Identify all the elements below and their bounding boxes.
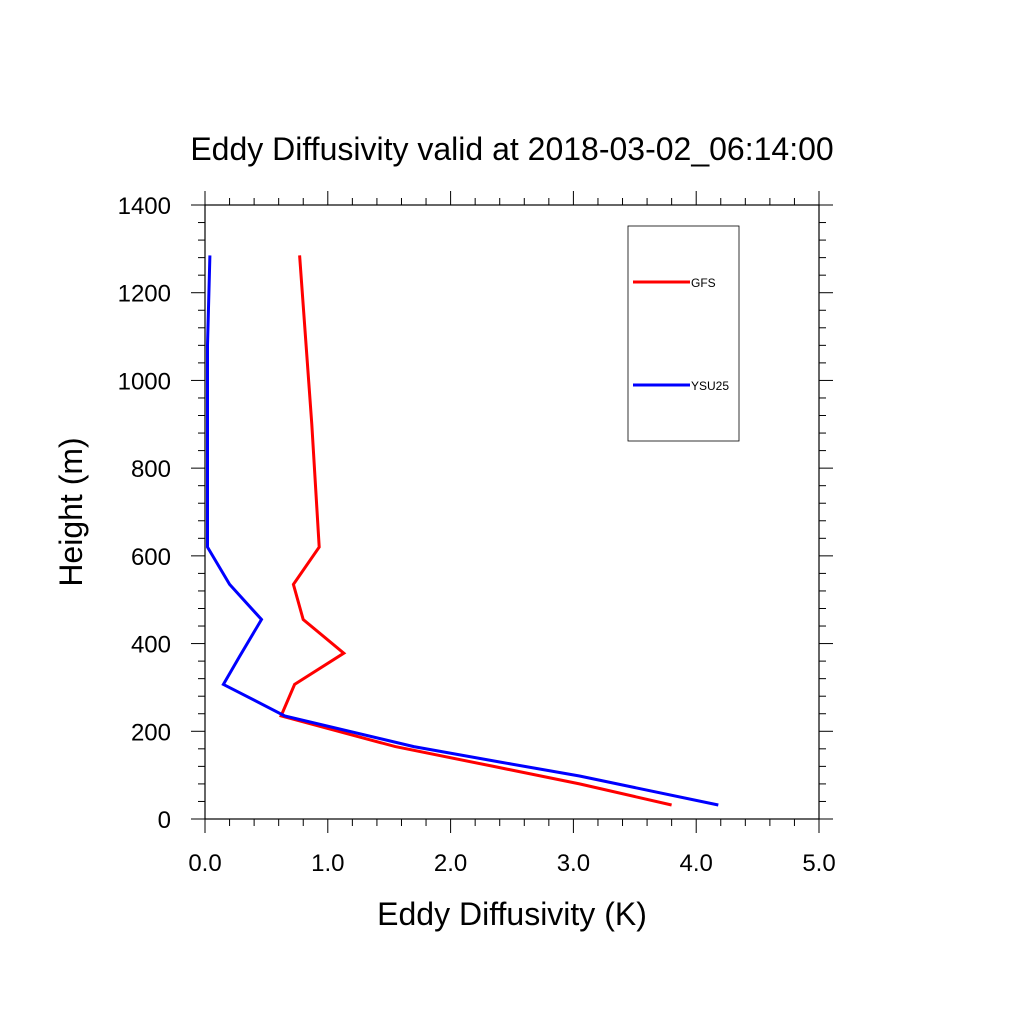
- chart-title: Eddy Diffusivity valid at 2018-03-02_06:…: [190, 131, 833, 167]
- legend-label-ysu25: YSU25: [691, 379, 729, 393]
- y-tick-label: 400: [131, 632, 171, 659]
- legend-items: GFS YSU25: [633, 276, 729, 393]
- legend-box: [627, 225, 740, 442]
- y-tick-label: 1400: [118, 193, 171, 220]
- legend: GFS YSU25: [627, 225, 740, 442]
- x-tick-label: 2.0: [434, 850, 467, 877]
- x-tick-label: 5.0: [802, 850, 835, 877]
- series-line-ysu25: [206, 255, 719, 807]
- x-axis-label: Eddy Diffusivity (K): [377, 896, 647, 932]
- plot-frame-group: [204, 204, 820, 820]
- y-tick-label: 1000: [118, 368, 171, 395]
- x-tick-label: 4.0: [680, 850, 713, 877]
- y-tick-label: 0: [158, 807, 171, 834]
- x-tick-label: 1.0: [311, 850, 344, 877]
- x-tick-label: 3.0: [557, 850, 590, 877]
- y-tick-label: 200: [131, 719, 171, 746]
- ticks-group: [191, 191, 833, 833]
- y-tick-label: 1200: [118, 281, 171, 308]
- plot-frame: [204, 204, 820, 820]
- series-group: [206, 255, 719, 807]
- y-axis-label: Height (m): [53, 437, 89, 586]
- x-tick-label: 0.0: [188, 850, 221, 877]
- legend-label-gfs: GFS: [691, 276, 716, 290]
- y-tick-label: 600: [131, 544, 171, 571]
- tick-labels-group: 0.0 1.0 2.0 3.0 4.0 5.0 0 200 400 600 800 1000 1200 1…: [118, 193, 836, 877]
- y-tick-label: 800: [131, 456, 171, 483]
- series-line-gfs: [279, 255, 672, 807]
